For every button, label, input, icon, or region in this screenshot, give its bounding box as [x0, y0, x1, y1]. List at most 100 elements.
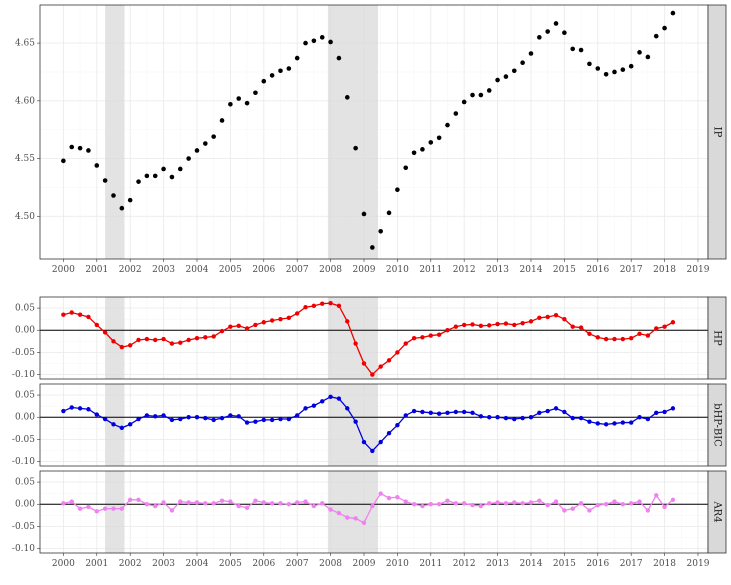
data-point-bhp-bic	[370, 448, 375, 454]
x-tick-label: 2010	[386, 559, 409, 569]
data-point-bhp-bic	[136, 416, 141, 422]
y-tick-label: 4.60	[15, 96, 35, 106]
recession-band	[327, 5, 379, 259]
data-point-ar4	[303, 499, 308, 504]
data-point-ip	[395, 187, 400, 193]
data-point-bhp-bic	[345, 406, 350, 411]
data-point-bhp-bic	[127, 422, 133, 427]
data-point-hp	[461, 322, 467, 328]
data-point-ar4	[61, 501, 66, 506]
data-point-ip	[570, 46, 576, 52]
data-point-bhp-bic	[361, 439, 367, 445]
data-point-bhp-bic	[587, 419, 592, 424]
data-point-bhp-bic	[336, 396, 342, 401]
data-point-hp	[311, 303, 317, 309]
x-tick-label: 2003	[152, 265, 175, 275]
data-point-ip	[370, 245, 375, 250]
data-point-ip	[378, 228, 383, 234]
data-point-ar4	[261, 500, 266, 505]
data-point-ip	[336, 55, 342, 61]
recession-band	[327, 384, 379, 466]
data-point-ar4	[345, 515, 350, 520]
y-tick-label: 4.65	[15, 39, 35, 49]
data-point-bhp-bic	[303, 406, 308, 411]
y-axis-ip: 4.50 4.55 4.60 4.65	[15, 39, 40, 222]
data-point-ar4	[478, 503, 484, 509]
data-point-bhp-bic	[603, 422, 609, 427]
data-point-bhp-bic	[487, 415, 492, 420]
y-tick-label: -0.05	[12, 522, 35, 532]
data-point-ip	[144, 173, 150, 179]
data-point-ar4	[436, 502, 442, 507]
data-point-ip	[436, 135, 442, 141]
x-axis-ip: 2000 2001 2002 2003 2004 2005 2006 2007 2008 2009…	[52, 259, 710, 275]
data-point-bhp-bic	[570, 415, 575, 421]
data-point-bhp-bic	[211, 417, 216, 423]
y-axis-ar4: -0.10 -0.05 0.00 0.05	[12, 478, 40, 554]
x-tick-label: 2017	[620, 559, 643, 569]
data-point-bhp-bic	[194, 415, 200, 420]
recession-band	[105, 297, 125, 379]
data-point-ar4	[603, 502, 609, 507]
data-point-hp	[537, 315, 542, 321]
y-tick-label: -0.10	[12, 457, 35, 467]
data-point-ar4	[144, 502, 150, 507]
data-point-hp	[670, 320, 676, 325]
y-tick-label: 0.00	[15, 326, 35, 336]
data-point-ip	[194, 148, 200, 153]
data-point-bhp-bic	[169, 417, 175, 423]
data-point-ar4	[186, 500, 191, 505]
data-point-hp	[628, 336, 634, 341]
data-point-ar4	[102, 506, 108, 511]
data-point-ar4	[311, 503, 317, 509]
data-point-ip	[169, 174, 175, 180]
data-point-ar4	[269, 501, 275, 506]
y-tick-label: 0.05	[15, 304, 35, 314]
data-point-ar4	[612, 499, 617, 504]
data-point-ip	[86, 148, 91, 153]
data-point-bhp-bic	[512, 416, 517, 422]
data-point-hp	[495, 321, 500, 327]
data-point-hp	[595, 335, 600, 340]
data-point-ar4	[211, 501, 216, 506]
data-point-hp	[178, 340, 183, 345]
data-point-ip	[461, 99, 467, 105]
data-point-ip	[653, 33, 659, 39]
data-point-hp	[269, 318, 275, 323]
data-point-hp	[545, 314, 550, 320]
data-point-bhp-bic	[436, 411, 442, 416]
data-point-bhp-bic	[219, 415, 225, 421]
x-tick-label: 2019	[687, 559, 710, 569]
data-point-ar4	[370, 503, 375, 509]
data-point-bhp-bic	[94, 412, 99, 417]
data-point-hp	[386, 358, 392, 363]
data-point-bhp-bic	[102, 416, 108, 422]
data-point-hp	[603, 336, 609, 342]
data-point-ip	[478, 92, 484, 98]
data-point-ar4	[361, 520, 367, 526]
x-tick-label: 2007	[286, 265, 309, 275]
strip-label-ip: IP	[712, 127, 723, 138]
x-tick-label: 2001	[85, 265, 108, 275]
data-point-hp	[512, 322, 517, 328]
data-point-hp	[411, 336, 417, 341]
data-point-ar4	[637, 499, 642, 504]
data-point-bhp-bic	[637, 415, 642, 420]
data-point-bhp-bic	[144, 413, 150, 418]
data-point-ar4	[595, 502, 600, 508]
data-point-ar4	[520, 501, 525, 506]
data-point-ip	[503, 74, 509, 79]
data-point-hp	[645, 333, 651, 338]
data-point-bhp-bic	[228, 413, 233, 418]
data-point-ip	[161, 166, 166, 172]
panel-ip: 4.50 4.55 4.60 4.65 IP 2000 2001 2002 2003 2004…	[15, 4, 727, 275]
data-point-ar4	[236, 503, 241, 509]
x-tick-label: 2005	[219, 265, 242, 275]
data-point-bhp-bic	[495, 415, 500, 420]
data-point-bhp-bic	[670, 406, 676, 411]
data-point-ar4	[553, 499, 559, 504]
data-point-ar4	[570, 506, 575, 511]
data-point-ip	[453, 111, 459, 116]
data-point-hp	[303, 304, 308, 310]
